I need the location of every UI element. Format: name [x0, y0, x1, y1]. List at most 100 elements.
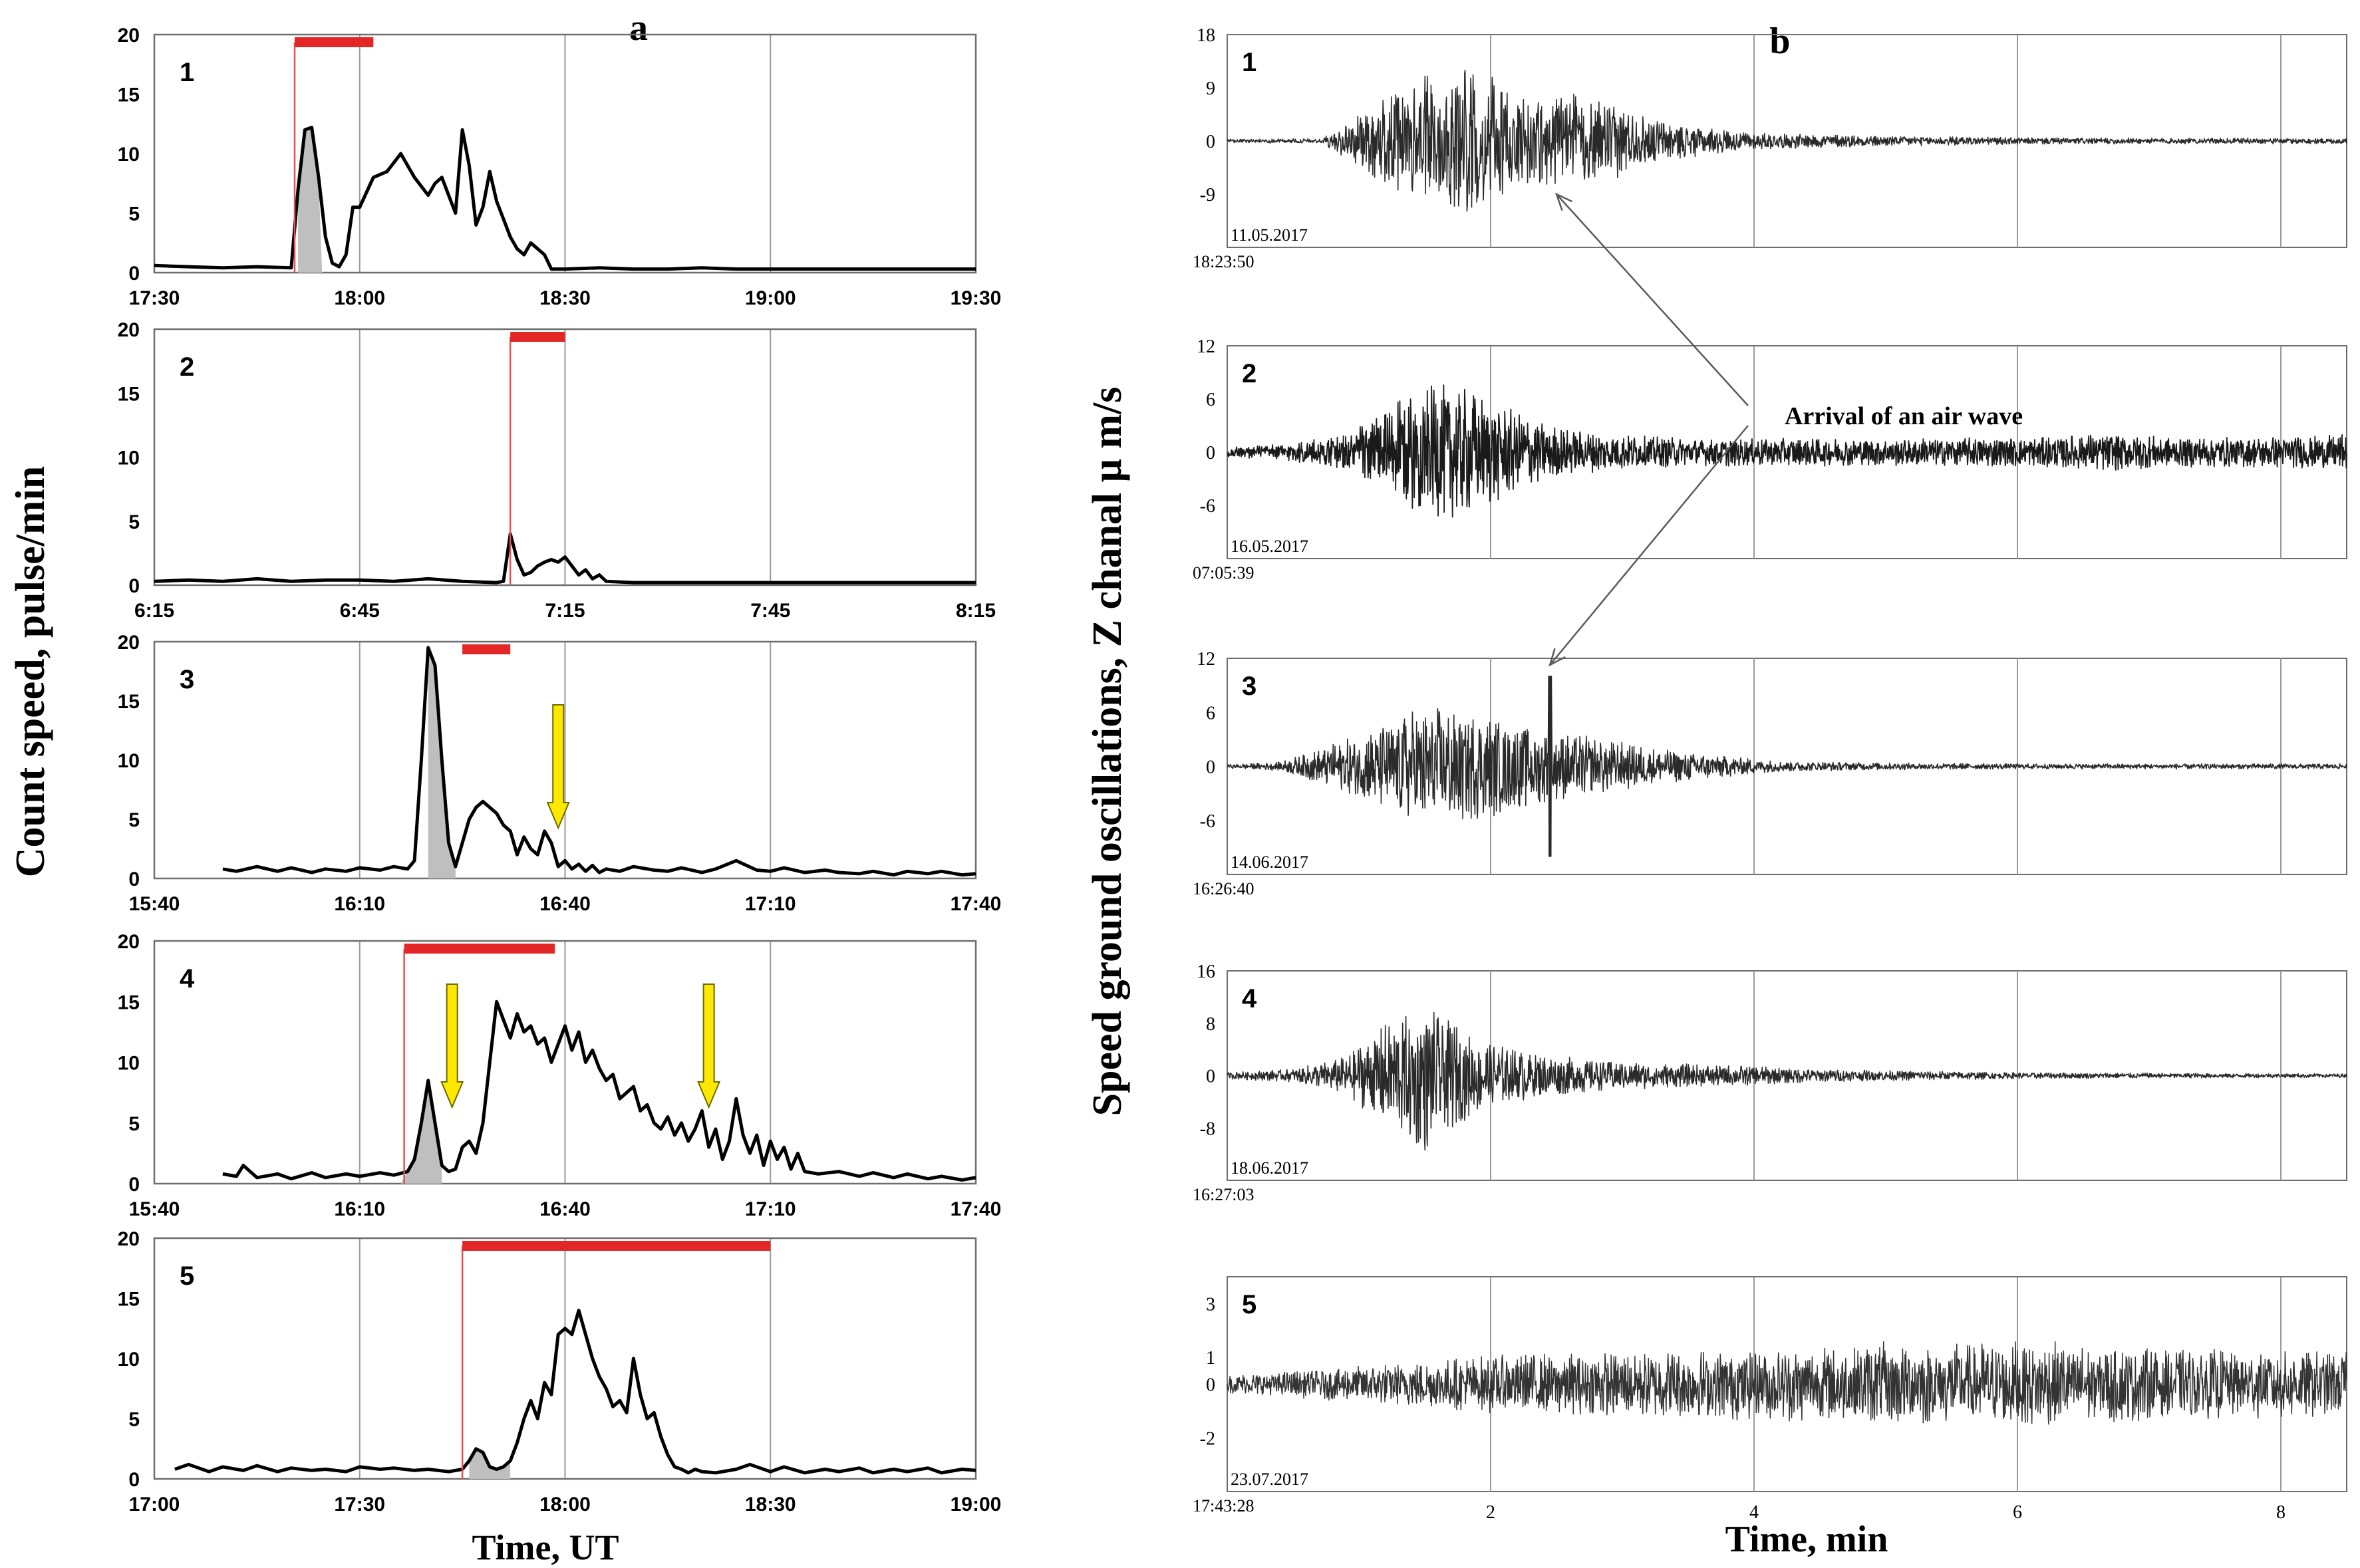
plot-frame	[153, 33, 977, 274]
x-tick-label: 17:40	[951, 1198, 1002, 1220]
x-tick-label: 17:40	[951, 893, 1002, 915]
x-tick-label: 18:30	[745, 1494, 796, 1515]
trace-number: 3	[1242, 672, 1256, 701]
pointer-line-lower	[1549, 425, 1749, 666]
left-x-axis-label: Time, UT	[472, 1527, 619, 1567]
y-tick-label: 5	[128, 511, 140, 533]
count-chart-3: 0 5 10 15 20 15:40 16:10 16:40 17:10 17:40 3	[118, 632, 1002, 915]
start-time: 16:27:03	[1193, 1185, 1254, 1204]
x-tick-label: 6:15	[134, 600, 174, 622]
y-tick-label: 0	[128, 1174, 140, 1196]
y-tick-label: 1	[1206, 1348, 1215, 1369]
air-wave-annotation-label: Arrival of an air wave	[1785, 402, 2023, 430]
panel-number: 3	[180, 665, 194, 694]
y-tick-label: 10	[118, 1053, 140, 1075]
y-tick-label: 10	[118, 750, 140, 772]
duration-bar	[462, 1241, 771, 1251]
y-tick-label: 20	[118, 25, 140, 47]
y-tick-label: 5	[128, 1113, 140, 1135]
y-tick-label: -9	[1200, 185, 1215, 205]
pointer-head-lower	[1549, 648, 1566, 667]
y-tick-label: 20	[118, 319, 140, 341]
plot-frame	[153, 1237, 977, 1480]
y-tick-label: -2	[1200, 1428, 1215, 1449]
yellow-arrow-marker	[440, 983, 464, 1109]
pointer-line-upper	[1556, 194, 1749, 406]
y-tick-label: 16	[1197, 962, 1215, 982]
seismic-trace	[1227, 676, 2347, 857]
duration-bar	[404, 944, 555, 954]
start-time: 16:26:40	[1193, 879, 1254, 898]
seismic-chart-1: -9 0 9 18 1 11.05.2017 18:23:50	[1193, 25, 2347, 271]
x-tick-label: 18:00	[334, 287, 385, 309]
x-tick-label: 6	[2013, 1502, 2022, 1523]
y-tick-label: 5	[128, 809, 140, 831]
seismic-trace	[1227, 384, 2347, 518]
count-chart-5: 0 5 10 15 20 17:00 17:30 18:00 18:30 19:00 5	[118, 1228, 1002, 1515]
count-curve	[154, 126, 976, 271]
duration-bar	[462, 644, 511, 654]
y-tick-label: 20	[118, 632, 140, 654]
x-tick-label: 19:30	[951, 287, 1002, 309]
panel-letter-a: a	[629, 7, 648, 49]
y-tick-label: 12	[1197, 649, 1215, 670]
x-tick-label: 16:10	[334, 1198, 385, 1220]
plot-frame	[153, 940, 977, 1185]
y-tick-label: 3	[1206, 1294, 1215, 1315]
x-tick-label: 16:40	[539, 1198, 591, 1220]
y-tick-label: 15	[118, 991, 140, 1013]
panel-letter-b: b	[1769, 21, 1790, 62]
x-tick-label: 6:45	[340, 600, 380, 622]
plot-frame	[153, 328, 977, 587]
x-tick-label: 2	[1486, 1502, 1495, 1523]
seismic-chart-4: -8 0 8 16 4 18.06.2017 16:27:03	[1193, 962, 2347, 1204]
duration-bar	[510, 332, 565, 342]
trace-number: 4	[1242, 984, 1257, 1013]
y-tick-label: 5	[128, 203, 140, 225]
x-tick-label: 17:30	[334, 1494, 385, 1515]
y-tick-label: 6	[1206, 703, 1215, 723]
y-tick-label: 0	[128, 263, 140, 285]
count-curve	[222, 646, 976, 877]
count-chart-1: 0 5 10 15 20 17:30 18:00 18:30 19:00 19:30 1	[118, 25, 1002, 309]
x-tick-label: 15:40	[129, 893, 180, 915]
y-tick-label: 10	[118, 448, 140, 469]
y-tick-label: 0	[1206, 757, 1215, 778]
yellow-arrow-marker	[546, 704, 570, 830]
y-tick-label: 0	[128, 575, 140, 597]
pointer-head-upper	[1554, 192, 1573, 211]
seismic-trace	[1227, 1011, 2347, 1151]
y-tick-label: 0	[1206, 132, 1215, 152]
start-time: 18:23:50	[1193, 252, 1254, 271]
seismic-chart-3: -6 0 6 12 3 14.06.2017 16:26:40	[1193, 649, 2347, 898]
y-tick-label: 0	[128, 868, 140, 890]
right-x-axis-label: Time, min	[1725, 1519, 1888, 1560]
recording-date: 18.06.2017	[1231, 1158, 1308, 1178]
start-time: 07:05:39	[1193, 563, 1254, 583]
left-y-axis-label: Count speed, pulse/min	[8, 466, 53, 877]
panel-number: 4	[180, 964, 195, 993]
count-chart-2: 0 5 10 15 20 6:15 6:45 7:15 7:45 8:15 2	[118, 319, 996, 622]
duration-bar	[294, 37, 374, 47]
seismic-trace	[1227, 69, 2347, 212]
y-tick-label: -6	[1200, 811, 1215, 832]
y-tick-label: -6	[1200, 496, 1215, 517]
plot-frame	[153, 640, 977, 880]
x-tick-label: 15:40	[129, 1198, 180, 1220]
yellow-arrow-marker	[697, 983, 721, 1109]
count-curve	[222, 999, 976, 1182]
seismic-trace	[1227, 1341, 2347, 1425]
recording-date: 14.06.2017	[1231, 852, 1308, 872]
y-tick-label: 20	[118, 931, 140, 953]
x-tick-label: 19:00	[951, 1494, 1002, 1515]
x-tick-label: 17:10	[745, 1198, 796, 1220]
y-tick-label: 8	[1206, 1014, 1215, 1035]
start-time: 17:43:28	[1193, 1496, 1254, 1515]
y-tick-label: 20	[118, 1228, 140, 1250]
y-tick-label: 6	[1206, 390, 1215, 410]
panel-number: 2	[180, 352, 194, 382]
x-tick-label: 17:30	[129, 287, 180, 309]
y-tick-label: 12	[1197, 336, 1215, 357]
